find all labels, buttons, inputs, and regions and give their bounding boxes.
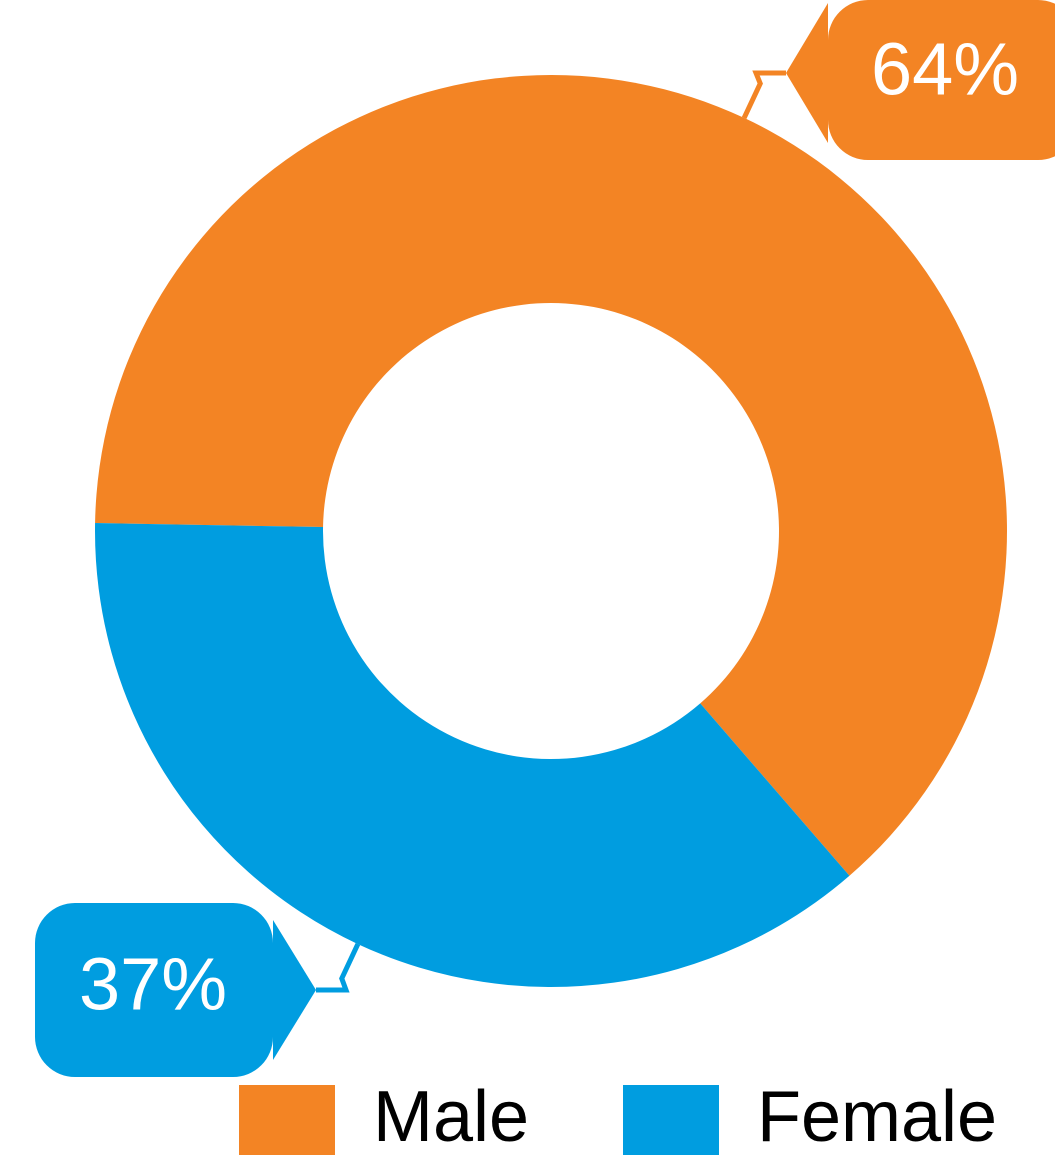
legend-swatch [623, 1085, 719, 1155]
donut-slice [95, 75, 1007, 876]
legend-label: Male [373, 1077, 529, 1157]
label-box [828, 0, 1055, 160]
data-label: 37% [79, 943, 227, 1026]
donut-slice [94, 523, 850, 988]
label-pointer [786, 3, 828, 143]
label-box [35, 903, 273, 1077]
label-pointer [273, 920, 316, 1060]
legend-label: Female [757, 1077, 997, 1157]
data-label: 64% [871, 28, 1019, 111]
legend-swatch [239, 1085, 335, 1155]
leader-line [316, 943, 361, 993]
leader-line [741, 70, 786, 119]
